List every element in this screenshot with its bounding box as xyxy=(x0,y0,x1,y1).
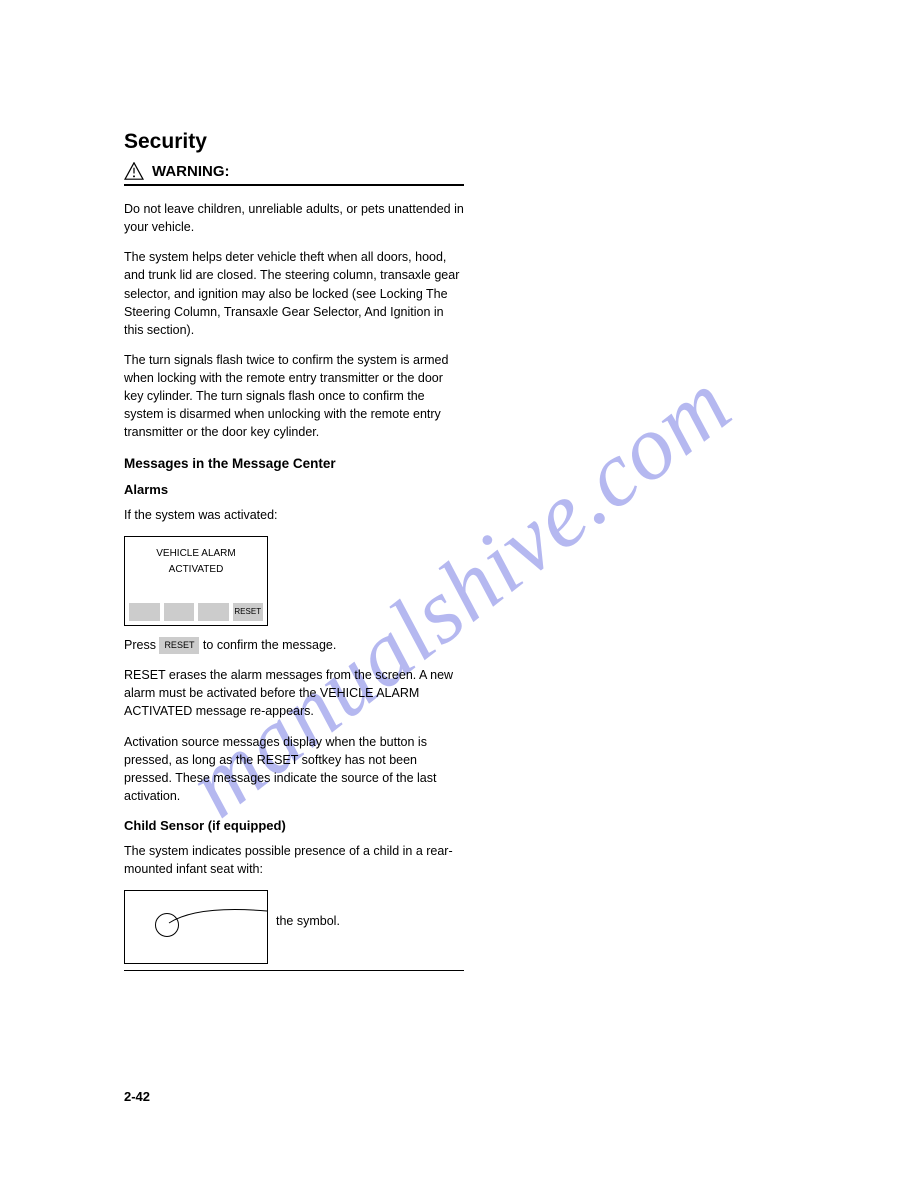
child-sensor-intro: The system indicates possible presence o… xyxy=(124,842,464,878)
section-title: Security xyxy=(124,130,464,154)
security-para-2: The turn signals flash twice to confirm … xyxy=(124,351,464,442)
softkey-row: RESET xyxy=(129,603,263,621)
child-sensor-label: the symbol. xyxy=(276,912,340,930)
press-prefix: Press xyxy=(124,638,159,652)
reset-key-icon: RESET xyxy=(159,637,199,654)
warning-row: WARNING: xyxy=(124,162,464,180)
softkey-3 xyxy=(198,603,229,621)
press-instruction: Press RESET to confirm the message. xyxy=(124,636,464,654)
press-suffix: to confirm the message. xyxy=(199,638,336,652)
warning-triangle-icon xyxy=(124,162,144,180)
screen-line-2: ACTIVATED xyxy=(125,563,267,578)
softkey-1 xyxy=(129,603,160,621)
content-column: Security WARNING: Do not leave children,… xyxy=(124,130,464,981)
warning-body: Do not leave children, unreliable adults… xyxy=(124,200,464,236)
alarms-heading: Alarms xyxy=(124,481,464,500)
child-sensor-curve-icon xyxy=(167,909,267,937)
child-sensor-diagram xyxy=(124,890,268,964)
softkey-reset: RESET xyxy=(233,603,264,621)
manual-page: manualshive.com Security WARNING: Do not… xyxy=(0,0,918,1188)
child-sensor-heading: Child Sensor (if equipped) xyxy=(124,817,464,836)
screen-line-1: VEHICLE ALARM xyxy=(125,547,267,562)
warning-divider-top xyxy=(124,184,464,186)
activation-source: Activation source messages display when … xyxy=(124,733,464,806)
alarms-intro: If the system was activated: xyxy=(124,506,464,524)
msg-center-heading: Messages in the Message Center xyxy=(124,454,464,474)
warning-label: WARNING: xyxy=(152,163,230,180)
softkey-2 xyxy=(164,603,195,621)
message-center-screen: VEHICLE ALARM ACTIVATED RESET xyxy=(124,536,268,626)
security-para-1: The system helps deter vehicle theft whe… xyxy=(124,248,464,339)
child-sensor-row: the symbol. xyxy=(124,890,464,964)
bottom-divider xyxy=(124,970,464,971)
body-text: Do not leave children, unreliable adults… xyxy=(124,200,464,971)
reset-explain: RESET erases the alarm messages from the… xyxy=(124,666,464,720)
page-number: 2-42 xyxy=(124,1089,150,1104)
